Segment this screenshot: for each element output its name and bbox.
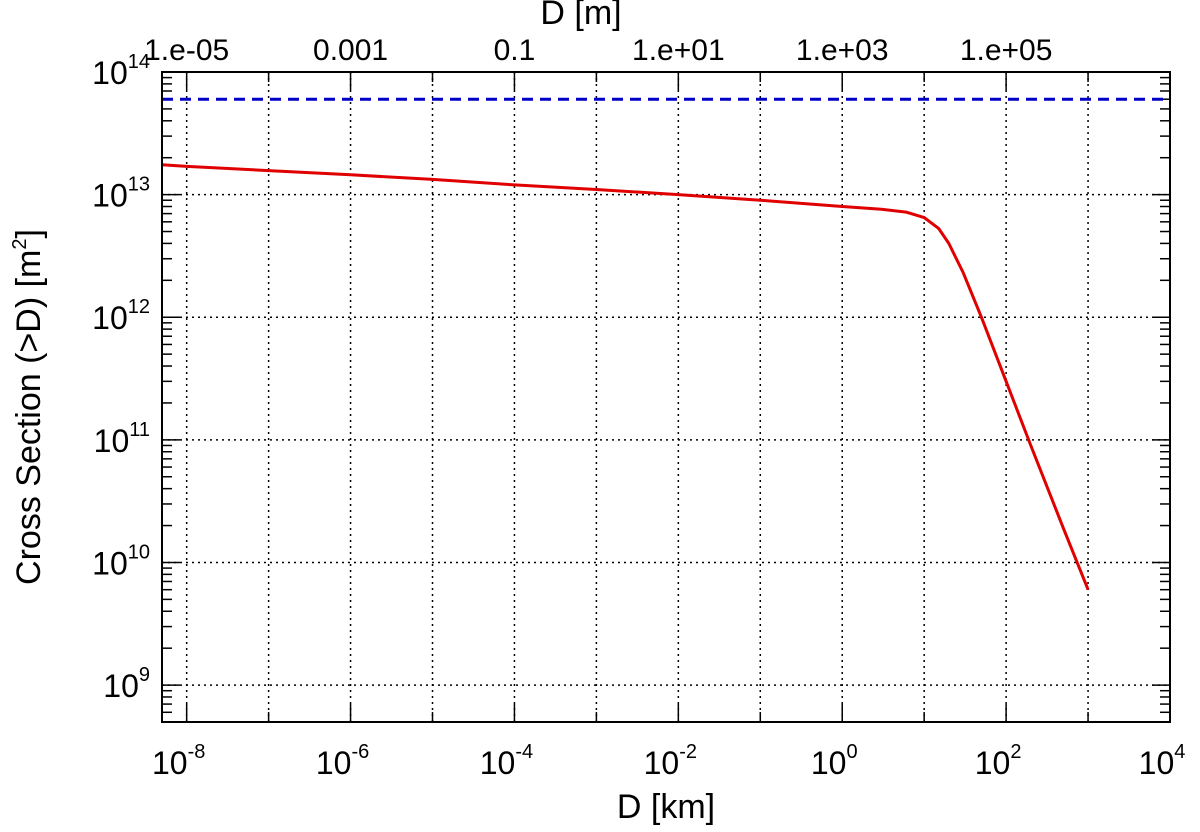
x-tick-label-exp: -6 <box>351 741 369 763</box>
y-tick-label: 1011 <box>94 419 150 459</box>
plot-frame <box>161 71 1171 723</box>
x-tick-label-base: 10 <box>480 745 516 781</box>
y-tick-label-exp: 10 <box>128 541 150 563</box>
y-axis-title-sup: 2 <box>9 238 31 249</box>
x-axis-title: D [km] <box>617 788 715 826</box>
x2-tick-label: 1.e+03 <box>796 34 889 67</box>
x-tick-label-exp: 0 <box>846 741 857 763</box>
x-tick-label-exp: -8 <box>188 741 206 763</box>
y-tick-label-base: 10 <box>92 300 128 336</box>
x-tick-label-exp: -4 <box>515 741 533 763</box>
y-tick-label-exp: 12 <box>128 296 150 318</box>
x2-tick-label: 1.e-05 <box>144 34 229 67</box>
x-tick-label-exp: -2 <box>679 741 697 763</box>
minor-ticks <box>162 72 1171 723</box>
x-tick-label: 102 <box>975 741 1022 781</box>
y-tick-label-base: 10 <box>94 423 130 459</box>
x2-tick-label: 1.e+01 <box>632 34 725 67</box>
y-tick-label-base: 10 <box>92 55 128 91</box>
x-tick-label: 10-4 <box>480 741 533 781</box>
y-tick-label-exp: 13 <box>128 174 150 196</box>
y-axis-title-close: ] <box>10 229 48 238</box>
y-tick-label-base: 10 <box>103 668 139 704</box>
x-tick-label: 100 <box>811 741 858 781</box>
grid-lines <box>162 72 1170 722</box>
y-tick-label-exp: 11 <box>129 419 150 441</box>
y-tick-label: 1012 <box>92 296 150 336</box>
y-tick-label-exp: 9 <box>139 664 150 686</box>
x-tick-label-exp: 4 <box>1174 741 1185 763</box>
x-tick-label-base: 10 <box>644 745 680 781</box>
x-tick-label-exp: 2 <box>1010 741 1021 763</box>
x-tick-label: 104 <box>1139 741 1186 781</box>
x-tick-label: 10-8 <box>152 741 205 781</box>
solid-series-line <box>161 163 1090 591</box>
y-axis-title: Cross Section (>D) [m2] <box>9 229 48 585</box>
x-tick-label: 10-6 <box>316 741 369 781</box>
y-tick-label: 1013 <box>92 174 150 214</box>
x2-tick-label: 0.001 <box>313 34 388 67</box>
x-tick-label-base: 10 <box>1139 745 1175 781</box>
top-x-axis-title: D [m] <box>540 0 621 32</box>
y-tick-label-base: 10 <box>92 545 128 581</box>
y-tick-label-exp: 14 <box>128 51 150 73</box>
y-tick-label: 109 <box>103 664 150 704</box>
x-tick-label-base: 10 <box>811 745 847 781</box>
x-tick-label-base: 10 <box>152 745 188 781</box>
x2-tick-label: 0.1 <box>494 34 536 67</box>
x-tick-label-base: 10 <box>975 745 1011 781</box>
y-axis-title-main: Cross Section (>D) [m <box>10 250 48 585</box>
y-tick-label: 1010 <box>92 541 150 581</box>
y-tick-label: 1014 <box>92 51 150 91</box>
x-tick-label: 10-2 <box>644 741 697 781</box>
y-tick-label-base: 10 <box>92 178 128 214</box>
x-tick-label-base: 10 <box>316 745 352 781</box>
x2-tick-label: 1.e+05 <box>960 34 1053 67</box>
series-lines <box>161 97 1170 591</box>
